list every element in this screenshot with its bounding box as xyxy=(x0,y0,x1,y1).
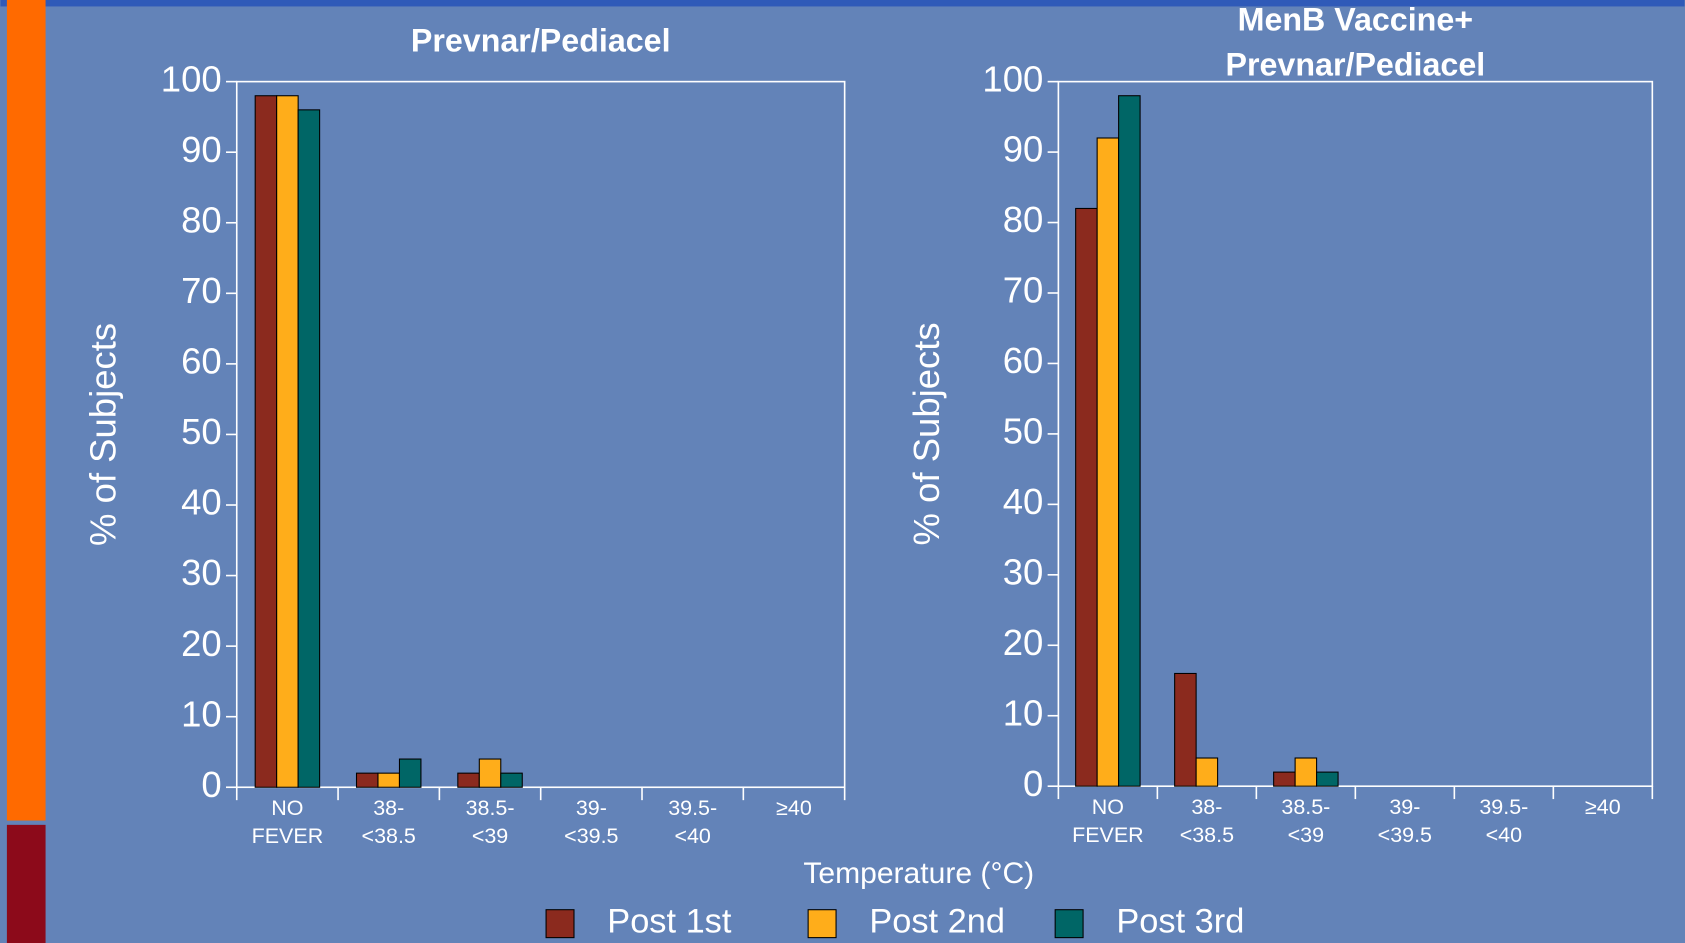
x-tick-label: ≥40 xyxy=(776,796,812,820)
legend-label: Post 1st xyxy=(607,903,732,941)
bar xyxy=(1273,771,1296,787)
y-tick-label: 80 xyxy=(1003,199,1044,240)
y-tick-label: 30 xyxy=(181,552,222,593)
legend-swatch xyxy=(545,909,575,939)
side-bar xyxy=(6,0,46,821)
y-tick-label: 10 xyxy=(181,693,222,734)
bar xyxy=(457,772,480,788)
plot-frame xyxy=(235,80,846,789)
x-tick-label: NO FEVER xyxy=(1072,795,1144,847)
y-axis-label: % of Subjects xyxy=(906,322,947,545)
x-tick-label: 38-<38.5 xyxy=(1180,795,1234,847)
bar xyxy=(1075,207,1098,787)
y-tick-label: 50 xyxy=(1003,411,1044,452)
chart-title: Prevnar/Pediacel xyxy=(411,22,671,58)
plot-frame xyxy=(1057,80,1654,787)
bar xyxy=(355,772,379,788)
y-tick-label: 90 xyxy=(181,129,222,170)
y-tick-label: 0 xyxy=(201,764,221,805)
legend-swatch xyxy=(807,909,837,939)
bar xyxy=(478,758,502,788)
bar xyxy=(1316,771,1339,787)
y-tick-label: 90 xyxy=(1003,129,1044,170)
x-tick-label: NO FEVER xyxy=(252,796,324,848)
y-tick-label: 10 xyxy=(1003,692,1044,733)
x-tick-label: 38-<38.5 xyxy=(362,796,416,848)
bar xyxy=(398,758,422,788)
bar xyxy=(377,772,400,788)
bar xyxy=(1118,95,1141,787)
bar xyxy=(500,772,523,788)
y-tick-label: 20 xyxy=(1003,622,1044,663)
y-tick-label: 100 xyxy=(161,58,222,99)
bar xyxy=(1096,137,1120,787)
y-tick-label: 40 xyxy=(181,482,222,523)
x-tick-label: 38.5-<39 xyxy=(466,796,515,848)
x-tick-label: 39.5-<40 xyxy=(1479,795,1528,847)
x-tick-label: 39-<39.5 xyxy=(564,796,618,848)
x-tick-label: 39-<39.5 xyxy=(1378,795,1432,847)
x-tick-label: 38.5-<39 xyxy=(1281,795,1330,847)
y-tick-label: 0 xyxy=(1023,763,1043,804)
side-bar-dark xyxy=(6,824,46,943)
x-tick-label: 39.5-<40 xyxy=(668,796,717,848)
top-strip xyxy=(0,0,1685,7)
bar xyxy=(297,109,321,788)
y-tick-label: 50 xyxy=(181,411,222,452)
y-axis-label: % of Subjects xyxy=(82,323,123,546)
bar xyxy=(276,95,299,788)
y-tick-label: 70 xyxy=(1003,270,1044,311)
x-tick-label: ≥40 xyxy=(1585,795,1621,819)
y-tick-label: 60 xyxy=(1003,340,1044,381)
y-tick-label: 20 xyxy=(181,623,222,664)
legend-label: Post 2nd xyxy=(869,903,1005,941)
bar xyxy=(1195,757,1219,787)
y-tick-label: 30 xyxy=(1003,551,1044,592)
bar xyxy=(1294,757,1318,787)
legend-label: Post 3rd xyxy=(1116,903,1244,941)
y-tick-label: 60 xyxy=(181,341,222,382)
bar xyxy=(254,95,278,788)
legend-swatch xyxy=(1054,909,1084,939)
y-tick-label: 40 xyxy=(1003,481,1044,522)
x-axis-label: Temperature (°C) xyxy=(803,857,1034,890)
chart-title: MenB Vaccine+ Prevnar/Pediacel xyxy=(1225,1,1485,82)
y-tick-label: 100 xyxy=(982,58,1043,99)
y-tick-label: 70 xyxy=(181,270,222,311)
y-tick-label: 80 xyxy=(181,199,222,240)
bar xyxy=(1174,672,1197,787)
